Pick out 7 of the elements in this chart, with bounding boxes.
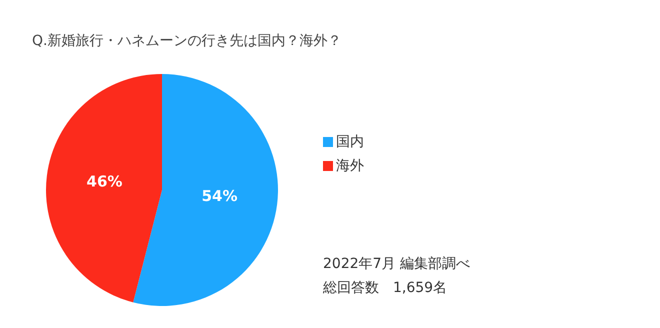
text: 総回答数 1,659名: [323, 279, 448, 298]
legend-label: 国内: [336, 133, 364, 151]
data-label: 54%: [202, 187, 238, 206]
chart-title: Q.新婚旅行・ハネムーンの行き先は国内？海外？: [32, 32, 342, 50]
data-label: 46%: [86, 172, 122, 191]
text: 2022年7月 編集部調べ: [323, 255, 470, 274]
legend-label: 海外: [336, 157, 364, 175]
